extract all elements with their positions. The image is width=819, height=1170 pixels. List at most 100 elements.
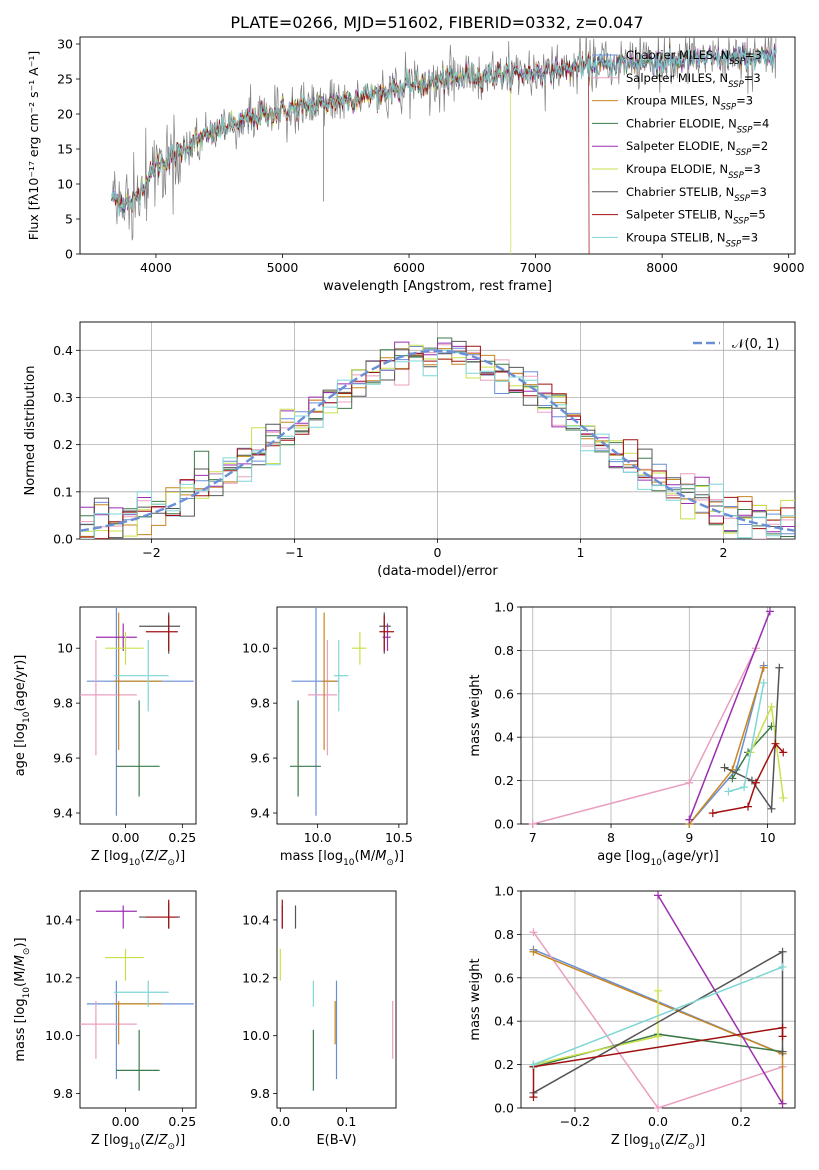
x-tick-label: 0.00 bbox=[112, 830, 140, 845]
mass-weight-age-xlabel: age [log10(age/yr)] bbox=[597, 849, 719, 868]
age-mass-xlabel: mass [log10(M/M⊙)] bbox=[280, 849, 404, 868]
weight-series-line bbox=[532, 931, 783, 1108]
weight-point-marker bbox=[728, 774, 737, 783]
y-tick-label: 10.0 bbox=[242, 641, 270, 656]
weight-point-marker bbox=[767, 702, 776, 711]
mass-Z-ylabel: mass [log10(M/M⊙)] bbox=[13, 937, 32, 1061]
weight-point-marker bbox=[654, 891, 662, 900]
y-tick-label: 1.0 bbox=[494, 884, 514, 899]
legend-entry: Kroupa STELIB, NSSP=3 bbox=[626, 230, 758, 249]
weight-point-marker bbox=[529, 947, 538, 956]
residuals-ylabel: Normed distribution bbox=[23, 366, 38, 496]
y-tick-label: 10.2 bbox=[45, 970, 73, 985]
y-tick-label: 0.4 bbox=[494, 1014, 514, 1029]
y-tick-label: 9.6 bbox=[53, 751, 73, 766]
x-tick-label: 7 bbox=[529, 830, 537, 845]
mass-Z-frame bbox=[79, 890, 197, 1109]
age-Z-axes: 0.00 0.25 9.4 9.6 9.8 10 bbox=[53, 606, 197, 845]
y-tick-label: 0.0 bbox=[494, 1101, 514, 1116]
y-tick-label: 0.6 bbox=[494, 970, 514, 985]
weight-point-marker bbox=[724, 787, 733, 796]
legend-entry: Chabrier ELODIE, NSSP=4 bbox=[626, 116, 769, 135]
mass-weight-Z-xlabel: Z [log10(Z/Z⊙)] bbox=[611, 1133, 705, 1152]
x-tick-label: 0.25 bbox=[168, 830, 196, 845]
weight-series-line bbox=[532, 1026, 784, 1098]
weight-series-line bbox=[724, 667, 781, 812]
mass-ebv-axes: 0.0 0.1 9.8 10.0 10.2 10.4 bbox=[242, 890, 397, 1129]
weight-series-line bbox=[533, 966, 783, 1066]
mass-Z-axes: 0.00 0.25 9.8 10.0 10.2 10.4 bbox=[45, 890, 197, 1129]
spectrum-xlabel: wavelength [Angstrom, rest frame] bbox=[323, 279, 552, 294]
y-tick-label: 25 bbox=[57, 72, 73, 87]
x-tick-label: 10 bbox=[760, 830, 776, 845]
weight-point-marker bbox=[778, 947, 787, 956]
weight-point-marker bbox=[771, 739, 780, 748]
weight-point-marker bbox=[759, 678, 768, 687]
normal-curve bbox=[80, 349, 795, 532]
y-tick-label: 9.6 bbox=[250, 751, 270, 766]
spectrum-frame bbox=[79, 36, 796, 255]
age-Z-xlabel: Z [log10(Z/Z⊙)] bbox=[91, 849, 185, 868]
weight-series-line bbox=[533, 990, 659, 1066]
y-tick-label: 0.2 bbox=[53, 437, 73, 452]
y-tick-label: 10.0 bbox=[242, 1028, 270, 1043]
weight-point-marker bbox=[778, 1023, 787, 1032]
y-tick-label: 1.0 bbox=[494, 600, 514, 615]
y-tick-label: 10.2 bbox=[242, 970, 270, 985]
weight-point-marker bbox=[654, 986, 662, 995]
y-tick-label: 10.4 bbox=[242, 912, 270, 927]
mass-weight-age-axes: 7 8 9 10 0.0 0.2 0.4 0.6 0.8 1.0 bbox=[494, 600, 796, 845]
weight-point-marker bbox=[529, 1093, 538, 1102]
weight-point-marker bbox=[765, 607, 774, 616]
histogram-series bbox=[80, 349, 795, 539]
y-tick-label: 0.0 bbox=[494, 817, 514, 832]
x-tick-label: 0.00 bbox=[112, 1114, 140, 1129]
x-tick-label: 6000 bbox=[393, 260, 425, 275]
x-tick-label: 1 bbox=[577, 545, 585, 560]
spectrum-ylabel: Flux [fλ10⁻¹⁷ erg cm⁻² s⁻¹ A⁻¹] bbox=[26, 51, 41, 240]
y-tick-label: 0.1 bbox=[53, 484, 73, 499]
spectrum-legend: Chabrier MILES, NSSP=3 Salpeter MILES, NS… bbox=[592, 48, 769, 249]
age-Z-ylabel: age [log10(age/yr)] bbox=[13, 655, 32, 777]
y-tick-label: 0 bbox=[65, 247, 73, 262]
weight-point-marker bbox=[778, 1099, 787, 1108]
y-tick-label: 0.6 bbox=[494, 686, 514, 701]
weight-point-marker bbox=[654, 1032, 662, 1041]
y-tick-label: 10 bbox=[57, 177, 73, 192]
weight-point-marker bbox=[751, 778, 760, 787]
age-Z-frame bbox=[79, 606, 197, 825]
legend-entry: Kroupa MILES, NSSP=3 bbox=[626, 94, 753, 113]
x-tick-label: 9 bbox=[685, 830, 693, 845]
weight-point-marker bbox=[744, 802, 753, 811]
legend-entry: 𝒩(0, 1) bbox=[732, 337, 779, 352]
x-tick-label: 0 bbox=[434, 545, 442, 560]
mass-weight-Z-ylabel: mass weight bbox=[468, 958, 483, 1040]
figure-title: PLATE=0266, MJD=51602, FIBERID=0332, z=0… bbox=[230, 13, 643, 32]
y-tick-label: 5 bbox=[65, 212, 73, 227]
weight-point-marker bbox=[778, 962, 787, 971]
legend-entry: Kroupa ELODIE, NSSP=3 bbox=[626, 162, 761, 181]
x-tick-label: 0.0 bbox=[648, 1114, 668, 1129]
x-tick-label: −0.2 bbox=[560, 1114, 590, 1129]
y-tick-label: 9.8 bbox=[53, 1086, 73, 1101]
weight-point-marker bbox=[759, 663, 768, 672]
legend-entry: Chabrier MILES, NSSP=3 bbox=[626, 48, 762, 67]
histogram-series bbox=[80, 341, 795, 533]
legend-entry: Salpeter MILES, NSSP=3 bbox=[626, 71, 761, 90]
x-tick-label: 0.25 bbox=[168, 1114, 196, 1129]
mass-ebv-xlabel: E(B-V) bbox=[316, 1133, 356, 1148]
y-tick-label: 15 bbox=[57, 142, 73, 157]
y-tick-label: 9.8 bbox=[250, 1086, 270, 1101]
y-tick-label: 0.3 bbox=[53, 390, 73, 405]
y-tick-label: 9.8 bbox=[250, 696, 270, 711]
y-tick-label: 9.8 bbox=[53, 696, 73, 711]
x-tick-label: 9000 bbox=[773, 260, 805, 275]
y-tick-label: 0.8 bbox=[494, 927, 514, 942]
x-tick-label: 0.1 bbox=[336, 1114, 356, 1129]
x-tick-label: 7000 bbox=[520, 260, 552, 275]
y-tick-label: 9.4 bbox=[53, 806, 73, 821]
residuals-axes: −2 −1 0 1 2 0.0 0.1 0.2 0.3 0.4 bbox=[53, 321, 796, 560]
x-tick-label: 4000 bbox=[140, 260, 172, 275]
mass-weight-Z-axes: −0.2 0.0 0.2 0.0 0.2 0.4 0.6 0.8 1.0 bbox=[494, 884, 796, 1129]
